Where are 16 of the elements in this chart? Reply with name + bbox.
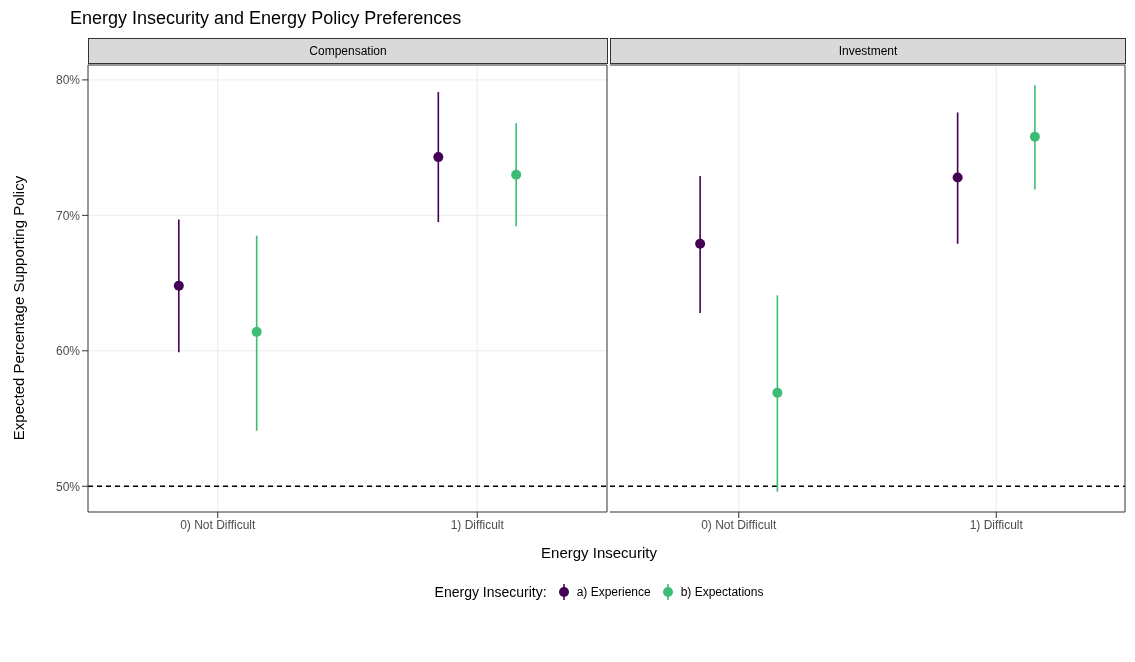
y-tick-label: 60% bbox=[55, 344, 81, 359]
legend-title: Energy Insecurity: bbox=[434, 584, 547, 600]
x-tick-label: 1) Difficult bbox=[450, 517, 505, 532]
legend-label: b) Expectations bbox=[680, 585, 764, 599]
y-tick-label: 80% bbox=[55, 73, 81, 88]
legend-label: a) Experience bbox=[576, 585, 651, 599]
x-tick-label: 0) Not Difficult bbox=[180, 517, 256, 532]
chart-title: Investment bbox=[610, 38, 1126, 64]
x-tick-label: 0) Not Difficult bbox=[701, 517, 777, 532]
chart-title: Energy Insecurity and Energy Policy Preferences bbox=[70, 8, 463, 30]
chart-subtitle: Compensation bbox=[88, 38, 608, 64]
y-tick-label: 70% bbox=[55, 208, 81, 223]
x-axis-title: Energy Insecurity bbox=[540, 544, 658, 561]
y-axis-title: Expected Percentage Supporting Policy bbox=[9, 175, 27, 441]
x-tick-label: 1) Difficult bbox=[969, 517, 1024, 532]
y-tick-label: 50% bbox=[55, 479, 81, 494]
